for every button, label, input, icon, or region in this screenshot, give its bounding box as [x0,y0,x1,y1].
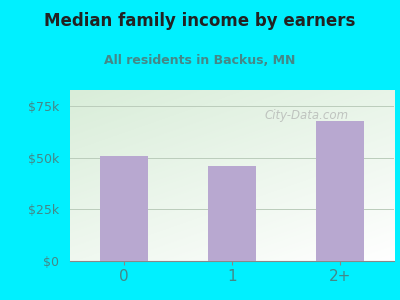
Bar [316,121,364,261]
Bar [100,156,148,261]
Text: City-Data.com: City-Data.com [264,109,348,122]
Text: Median family income by earners: Median family income by earners [44,12,356,30]
Text: All residents in Backus, MN: All residents in Backus, MN [104,54,296,67]
Bar [208,166,256,261]
